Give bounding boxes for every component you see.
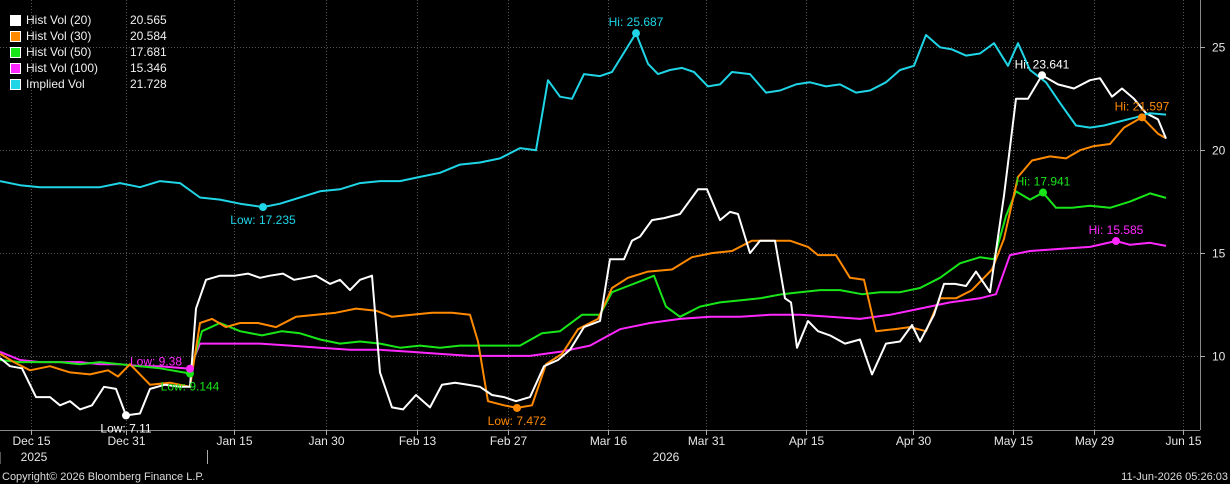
legend-item: Implied Vol 21.728 xyxy=(10,76,167,92)
annotation-marker xyxy=(122,411,130,420)
y-tick-label: 10 xyxy=(1212,350,1226,364)
legend-name: Hist Vol (30) xyxy=(26,29,92,43)
annotation-label: Hi: 17.941 xyxy=(1016,175,1071,189)
annotation-marker xyxy=(1039,188,1047,197)
x-tick-label: Jan 15 xyxy=(216,434,252,448)
x-tick-label: May 15 xyxy=(994,434,1034,448)
x-tick-label: Mar 16 xyxy=(590,434,628,448)
x-tick-label: Dec 31 xyxy=(107,434,145,448)
series-line-3 xyxy=(0,240,1167,370)
x-tick-label: Feb 27 xyxy=(490,434,528,448)
copyright-text: Copyright© 2026 Bloomberg Finance L.P. xyxy=(2,471,205,483)
year-label: 2025 xyxy=(21,450,48,464)
legend-value: 20.565 xyxy=(130,13,167,27)
legend-name: Hist Vol (50) xyxy=(26,45,92,59)
legend-swatch xyxy=(10,62,21,74)
series-line-4 xyxy=(0,32,1167,209)
legend-value: 20.584 xyxy=(130,29,167,43)
annotation-marker xyxy=(186,364,194,373)
year-label: 2026 xyxy=(653,450,680,464)
annotation-label: Hi: 21.597 xyxy=(1115,99,1170,113)
x-tick-label: Apr 15 xyxy=(789,434,825,448)
y-tick-label: 20 xyxy=(1212,144,1226,158)
legend-value: 17.681 xyxy=(130,45,167,59)
legend-value: 21.728 xyxy=(130,77,167,91)
annotation-marker xyxy=(259,203,267,212)
annotation-marker xyxy=(1038,71,1046,80)
legend-item: Hist Vol (100) 15.346 xyxy=(10,60,167,76)
legend-swatch xyxy=(10,46,21,58)
x-tick-label: Feb 13 xyxy=(399,434,437,448)
timestamp-text: 11-Jun-2026 05:26:03 xyxy=(1121,471,1228,483)
legend-name: Hist Vol (20) xyxy=(26,13,92,27)
annotation-marker xyxy=(632,29,640,38)
legend-item: Hist Vol (30) 20.584 xyxy=(10,28,167,44)
legend-swatch xyxy=(10,78,21,90)
x-tick-label: May 29 xyxy=(1075,434,1115,448)
legend-swatch xyxy=(10,30,21,42)
annotation-label: Low: 7.472 xyxy=(488,414,547,428)
annotation-marker xyxy=(1138,113,1146,122)
x-tick-label: Apr 30 xyxy=(896,434,932,448)
series-line-2 xyxy=(0,190,1167,375)
x-tick-label: Mar 31 xyxy=(688,434,726,448)
annotation-label: Low: 7.11 xyxy=(100,421,151,435)
annotation-label: Low: 9.144 xyxy=(161,380,220,394)
y-tick-label: 15 xyxy=(1212,247,1226,261)
x-tick-label: Jan 30 xyxy=(308,434,344,448)
chart-legend: Hist Vol (20) 20.565 Hist Vol (30) 20.584 Hi… xyxy=(10,12,167,92)
annotation-label: Hi: 15.585 xyxy=(1089,223,1144,237)
annotation-marker xyxy=(513,403,521,412)
annotation-label: Low: 9.38 xyxy=(130,355,182,369)
legend-item: Hist Vol (50) 17.681 xyxy=(10,44,167,60)
legend-value: 15.346 xyxy=(130,61,167,75)
series-line-0 xyxy=(0,74,1167,417)
x-tick-label: Jun 15 xyxy=(1165,434,1201,448)
annotation-label: Hi: 25.687 xyxy=(609,15,664,29)
y-tick-label: 25 xyxy=(1212,41,1226,55)
annotation-marker xyxy=(1112,237,1120,246)
legend-name: Implied Vol xyxy=(26,77,85,91)
legend-name: Hist Vol (100) xyxy=(26,61,99,75)
annotation-label: Hi: 23.641 xyxy=(1015,57,1070,71)
legend-swatch xyxy=(10,14,21,26)
x-tick-label: Dec 15 xyxy=(12,434,50,448)
annotation-label: Low: 17.235 xyxy=(230,213,296,227)
legend-item: Hist Vol (20) 20.565 xyxy=(10,12,167,28)
